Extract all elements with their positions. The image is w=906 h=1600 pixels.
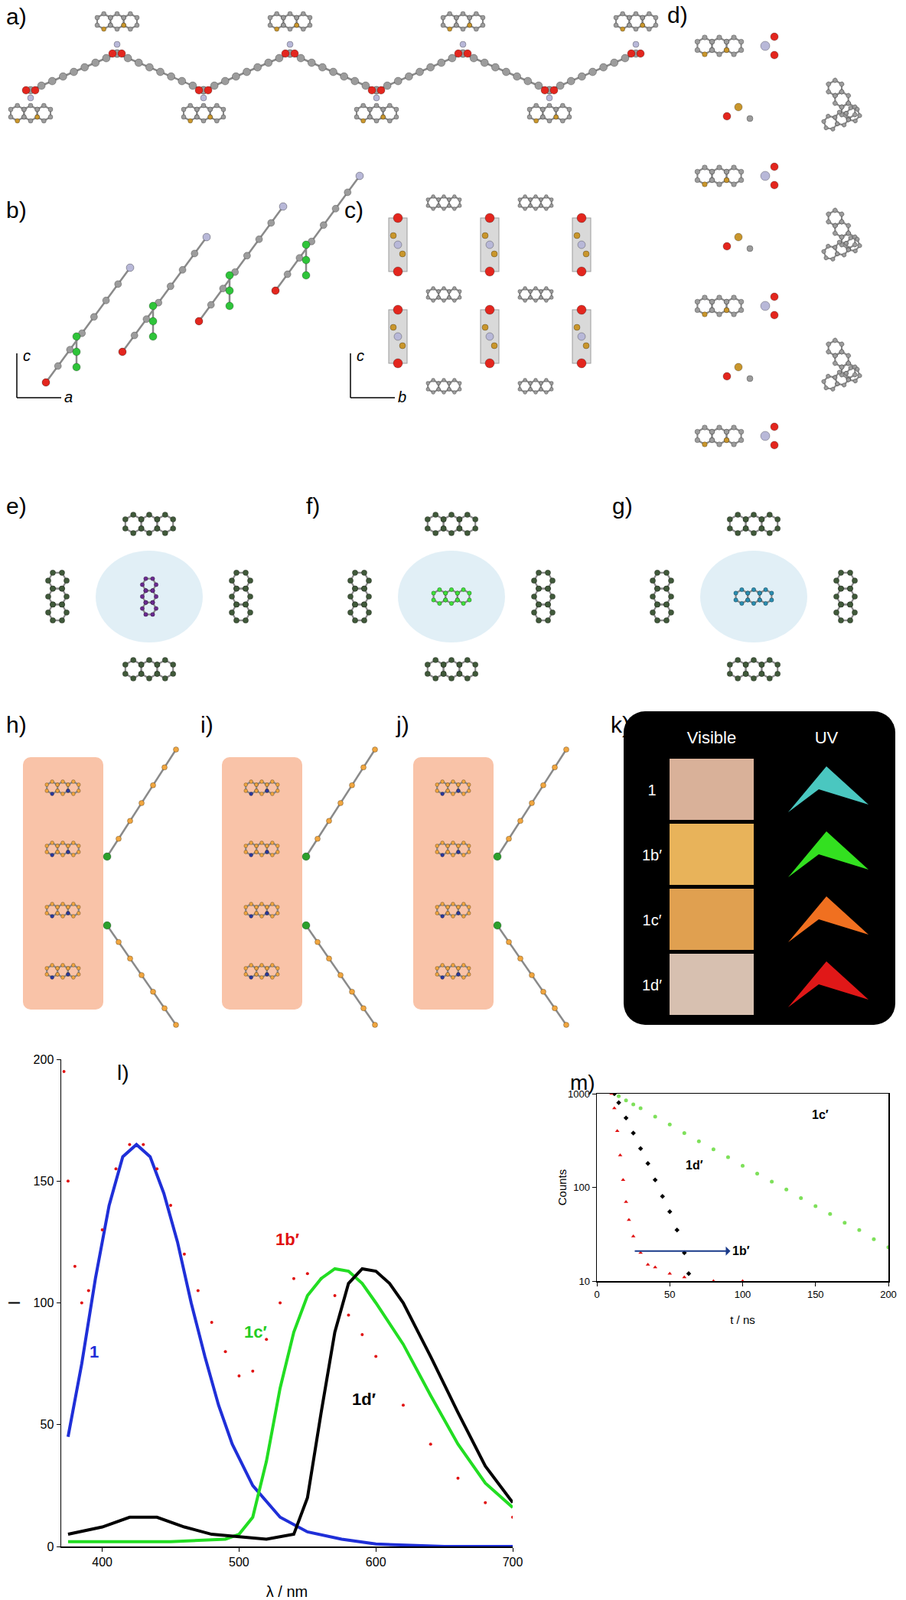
svg-text:k): k) bbox=[610, 712, 630, 738]
svg-text:a: a bbox=[64, 388, 73, 406]
svg-text:c: c bbox=[356, 347, 365, 365]
svg-text:1000: 1000 bbox=[567, 1088, 590, 1101]
svg-text:t / ns: t / ns bbox=[730, 1313, 756, 1327]
svg-text:0: 0 bbox=[593, 1289, 600, 1301]
svg-text:e): e) bbox=[6, 493, 27, 519]
svg-text:c: c bbox=[22, 347, 31, 365]
svg-text:l): l) bbox=[117, 1061, 130, 1086]
svg-text:b): b) bbox=[6, 197, 27, 223]
svg-text:500: 500 bbox=[228, 1556, 250, 1570]
svg-text:100: 100 bbox=[573, 1182, 590, 1194]
svg-text:1d′: 1d′ bbox=[351, 1390, 376, 1410]
svg-text:10: 10 bbox=[578, 1276, 590, 1288]
svg-text:m): m) bbox=[570, 1071, 596, 1096]
svg-text:f): f) bbox=[306, 493, 320, 519]
svg-text:400: 400 bbox=[91, 1556, 113, 1570]
svg-text:200: 200 bbox=[33, 1053, 55, 1067]
svg-text:d): d) bbox=[667, 2, 688, 28]
svg-text:200: 200 bbox=[879, 1289, 897, 1301]
svg-text:c): c) bbox=[344, 197, 364, 223]
svg-text:1c′: 1c′ bbox=[244, 1323, 268, 1343]
svg-text:g): g) bbox=[612, 493, 633, 519]
svg-text:700: 700 bbox=[502, 1556, 524, 1570]
svg-text:1c′: 1c′ bbox=[642, 912, 662, 929]
svg-text:1b′: 1b′ bbox=[732, 1244, 750, 1258]
svg-text:150: 150 bbox=[33, 1175, 55, 1189]
svg-text:50: 50 bbox=[40, 1418, 55, 1432]
svg-text:1d′: 1d′ bbox=[685, 1159, 704, 1173]
svg-text:100: 100 bbox=[734, 1289, 752, 1301]
svg-text:i): i) bbox=[200, 712, 214, 738]
svg-text:1d′: 1d′ bbox=[642, 977, 662, 994]
svg-text:1b′: 1b′ bbox=[275, 1230, 300, 1250]
svg-text:600: 600 bbox=[365, 1556, 387, 1570]
svg-text:Counts: Counts bbox=[555, 1169, 569, 1207]
svg-text:j): j) bbox=[395, 712, 410, 738]
svg-text:Visible: Visible bbox=[687, 728, 737, 748]
svg-text:b: b bbox=[397, 388, 407, 406]
svg-text:1c′: 1c′ bbox=[811, 1108, 829, 1122]
svg-text:50: 50 bbox=[664, 1289, 675, 1301]
svg-text:1: 1 bbox=[89, 1342, 99, 1363]
svg-text:100: 100 bbox=[33, 1297, 55, 1311]
svg-text:λ / nm: λ / nm bbox=[266, 1583, 308, 1600]
svg-text:1b′: 1b′ bbox=[642, 847, 662, 864]
svg-text:I: I bbox=[4, 1300, 24, 1306]
svg-text:UV: UV bbox=[814, 728, 839, 748]
svg-text:h): h) bbox=[6, 712, 27, 738]
svg-text:0: 0 bbox=[46, 1541, 54, 1555]
svg-text:1: 1 bbox=[647, 782, 656, 799]
svg-text:a): a) bbox=[6, 3, 27, 30]
svg-text:150: 150 bbox=[807, 1289, 825, 1301]
